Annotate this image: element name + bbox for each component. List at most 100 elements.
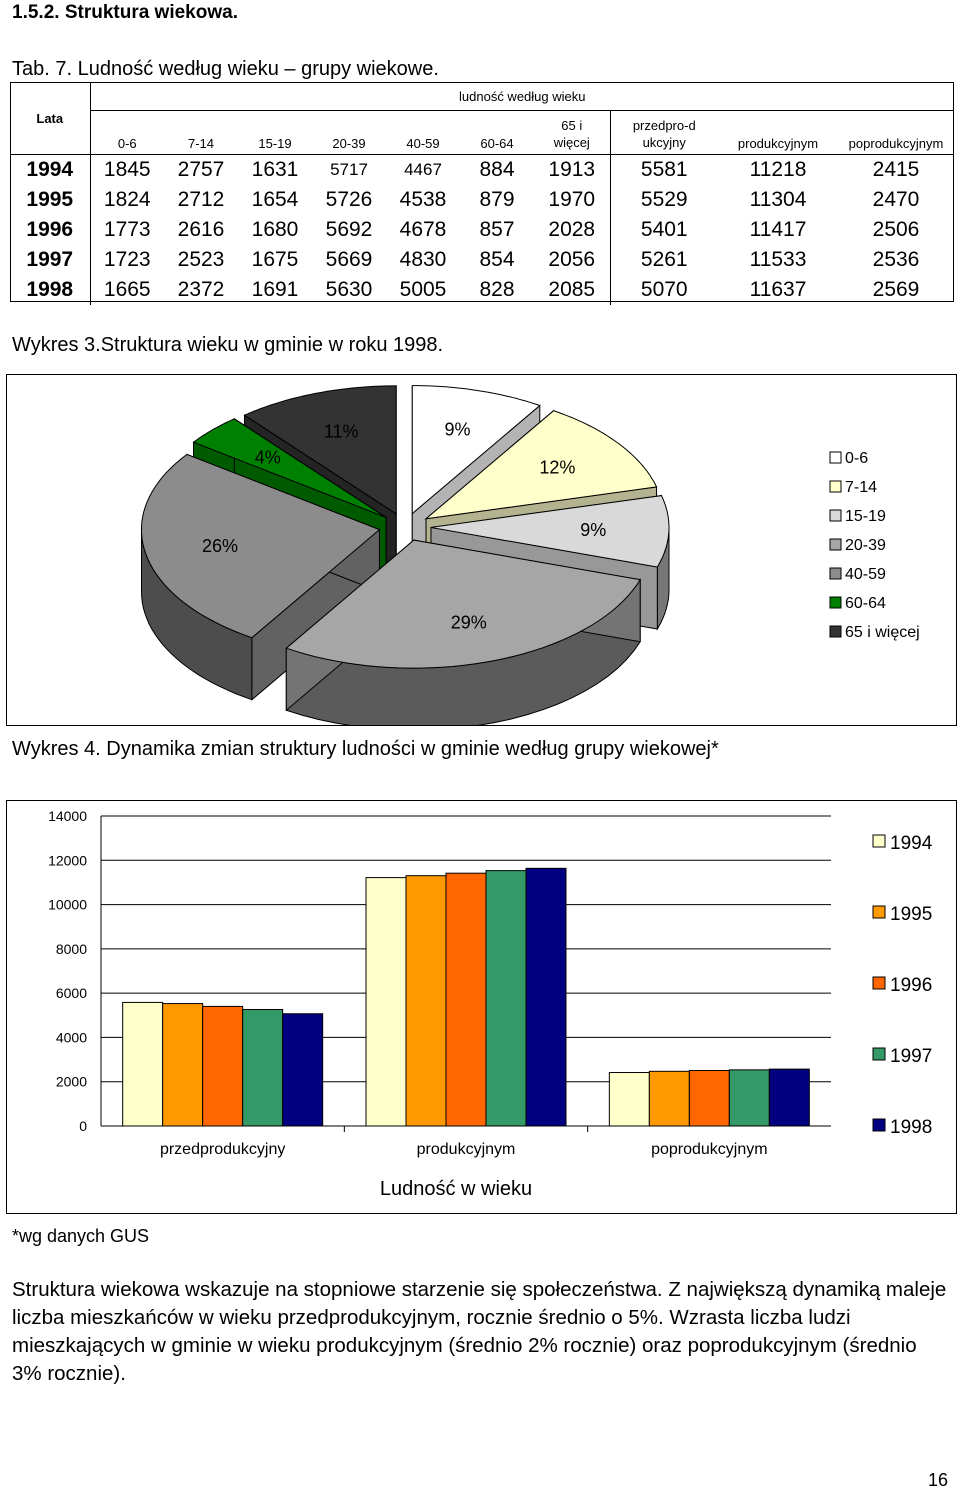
bar-chart-caption: Wykres 4. Dynamika zmian struktury ludno… — [12, 738, 719, 760]
bar-y-tick-label: 6000 — [56, 985, 87, 1001]
pie-legend-label: 15-19 — [845, 508, 886, 525]
column-header: produkcyjnym — [737, 136, 819, 151]
table-row: 1997 1723 2523 1675 5669 4830 854 2056 5261 11533… — [10, 245, 954, 275]
year-cell: 1996 — [10, 215, 91, 245]
table-cell: 2616 — [177, 218, 225, 241]
table-cell: 1654 — [251, 188, 299, 211]
table-cell: 1970 — [548, 188, 596, 211]
table-cell: 4830 — [399, 248, 447, 271]
pie-data-label: 26% — [202, 536, 238, 556]
table-cell: 2536 — [872, 248, 920, 271]
bar — [608, 1072, 650, 1127]
pie-data-label: 9% — [580, 520, 606, 540]
column-header: 0-6 — [117, 136, 137, 151]
bar-chart: 0 2000 4000 6000 8000 10000 12000 14000 przedpro… — [6, 800, 957, 1214]
bar — [525, 867, 567, 1127]
column-header: 15-19 — [258, 136, 292, 151]
pie-legend-swatch — [829, 509, 842, 522]
column-header: przedpro-dukcyjny — [609, 110, 718, 155]
table-row: 1996 1773 2616 1680 5692 4678 857 2028 5401 11417… — [10, 215, 954, 245]
age-table: Lata ludność według wieku 0-6 7-14 15-19… — [10, 82, 954, 305]
table-row: 1998 1665 2372 1691 5630 5005 828 2085 5070 11637… — [10, 275, 954, 305]
bar-legend-label: 1994 — [890, 833, 933, 854]
page-number: 16 — [927, 1470, 948, 1490]
table-cell: 5669 — [325, 248, 373, 271]
pie-data-label: 9% — [444, 420, 470, 440]
section-heading: 1.5.2. Struktura wiekowa. — [12, 2, 238, 23]
year-cell: 1994 — [10, 154, 91, 185]
bar-y-tick-label: 14000 — [48, 808, 87, 824]
bar-legend-swatch — [872, 834, 886, 848]
pie-legend-label: 65 i więcej — [845, 624, 920, 641]
bar-legend-label: 1997 — [890, 1046, 932, 1067]
pie-legend-swatch — [829, 538, 842, 551]
bar — [728, 1069, 770, 1127]
bar-x-tick-label: produkcyjnym — [417, 1141, 516, 1158]
lata-header: Lata — [10, 82, 91, 155]
bar-legend-label: 1995 — [890, 904, 932, 925]
bar — [122, 1001, 164, 1127]
table-cell: 828 — [479, 278, 515, 301]
pie-slice — [243, 385, 397, 515]
pie-data-label: 4% — [255, 448, 281, 468]
bar-legend-swatch — [872, 905, 886, 919]
table-cell: 2712 — [177, 188, 225, 211]
bar — [162, 1003, 204, 1127]
footnote: *wg danych GUS — [12, 1226, 150, 1246]
table-cell: 1845 — [90, 154, 164, 185]
column-header: 60-64 — [480, 136, 514, 151]
pie-slice — [192, 418, 387, 518]
year-cell: 1995 — [10, 185, 91, 215]
bar — [242, 1009, 284, 1127]
bar-y-tick-label: 10000 — [48, 897, 87, 913]
pie-legend-swatch — [829, 480, 842, 493]
pie-legend-swatch — [829, 451, 842, 464]
table-cell: 2506 — [872, 218, 920, 241]
table-caption: Tab. 7. Ludność według wieku – grupy wie… — [12, 58, 439, 80]
bar-y-tick-label: 4000 — [56, 1029, 87, 1045]
pie-slice — [424, 410, 658, 520]
pie-slice — [430, 495, 670, 568]
pie-slice — [141, 453, 381, 639]
bar-y-tick-label: 0 — [79, 1118, 87, 1134]
year-cell: 1997 — [10, 245, 91, 275]
bar-legend-label: 1996 — [890, 975, 932, 996]
column-header: 7-14 — [187, 136, 215, 151]
column-header: 40-59 — [406, 136, 440, 151]
table-cell: 5401 — [609, 215, 718, 245]
pie-data-label: 29% — [451, 612, 487, 632]
table-cell: 2470 — [872, 188, 920, 211]
table-cell: 11417 — [749, 218, 807, 241]
bar — [202, 1005, 244, 1127]
bar-x-axis-label: Ludność w wieku — [380, 1178, 532, 1200]
table-cell: 2569 — [872, 278, 920, 301]
bar-legend-swatch — [872, 1118, 886, 1132]
year-cell: 1998 — [10, 275, 91, 305]
bar — [485, 870, 527, 1127]
table-cell: 857 — [479, 218, 515, 241]
summary-paragraph: Struktura wiekowa wskazuje na stopniowe … — [12, 1278, 947, 1385]
bar-y-tick-label: 12000 — [48, 852, 87, 868]
bar — [648, 1070, 690, 1127]
table-cell: 1913 — [534, 154, 610, 185]
pie-chart-caption: Wykres 3.Struktura wieku w gminie w roku… — [12, 334, 444, 356]
pie-slice — [285, 539, 642, 669]
table-cell: 2372 — [177, 278, 225, 301]
table-cell: 11637 — [749, 278, 807, 301]
group-header: ludność według wieku — [90, 82, 954, 111]
pie-slice — [411, 385, 541, 515]
bar-legend-label: 1998 — [890, 1117, 932, 1138]
pie-legend-swatch — [829, 567, 842, 580]
table-cell: 11218 — [718, 154, 838, 185]
bar-y-tick-label: 2000 — [56, 1074, 87, 1090]
table-cell: 5692 — [325, 218, 373, 241]
bar-y-tick-label: 8000 — [56, 941, 87, 957]
table-row: 1994 1845 2757 1631 5717 4467 884 1913 5581 11218… — [10, 154, 954, 185]
bar-x-tick-label: przedprodukcyjny — [160, 1141, 285, 1158]
pie-data-label: 11% — [324, 422, 359, 442]
bar-chart-svg: 0 2000 4000 6000 8000 10000 12000 14000 przedpro… — [48, 808, 933, 1200]
table-cell: 4538 — [399, 188, 447, 211]
bar — [282, 1013, 324, 1127]
table-cell: 2085 — [548, 278, 596, 301]
pie-legend-label: 7-14 — [845, 479, 877, 496]
